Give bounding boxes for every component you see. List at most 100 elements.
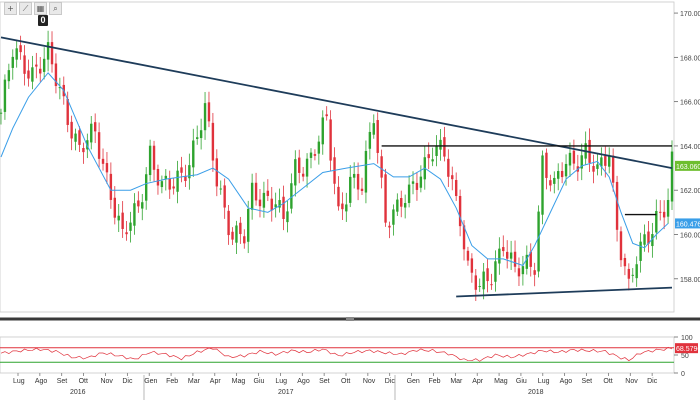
zero-button[interactable]: 0: [38, 15, 48, 26]
candle-body: [470, 258, 474, 273]
candle-body: [301, 173, 305, 177]
candle-body: [239, 222, 242, 235]
candle-body: [46, 42, 50, 60]
month-label: Mar: [450, 378, 463, 385]
plus-icon[interactable]: +: [4, 2, 17, 15]
candle-body: [560, 171, 564, 178]
month-label: Giu: [254, 378, 265, 385]
magnifier-icon[interactable]: ⌕: [49, 2, 62, 15]
month-label: Mag: [494, 378, 508, 385]
candle-body: [454, 179, 458, 197]
candle-body: [70, 121, 73, 139]
candle-body: [513, 251, 517, 267]
month-label: Nov: [100, 378, 113, 385]
last-price-tag: [675, 160, 700, 171]
candle-body: [74, 133, 77, 142]
month-label: Ago: [560, 378, 573, 385]
month-label: Lug: [13, 378, 25, 385]
candle-body: [380, 156, 383, 178]
candle-body: [148, 145, 152, 176]
month-label: Set: [319, 378, 330, 385]
candle-body: [235, 225, 238, 243]
candle-body: [533, 270, 536, 275]
candle-body: [517, 268, 521, 277]
candle-body: [133, 203, 136, 226]
candle-body: [243, 236, 246, 244]
candle-body: [392, 209, 395, 225]
candle-body: [655, 210, 658, 233]
candle-body: [553, 177, 556, 184]
price-axis-label: 162.0000: [680, 188, 700, 195]
candle-body: [290, 183, 293, 209]
candle-body: [388, 225, 391, 228]
candle-body: [604, 155, 607, 166]
rsi-value-label: 68.5796: [676, 346, 700, 353]
candle-body: [298, 157, 301, 173]
candle-body: [105, 163, 109, 173]
price-axis-label: 158.0000: [680, 277, 700, 284]
month-label: Set: [57, 378, 68, 385]
candle-body: [207, 102, 211, 122]
candle-body: [368, 131, 372, 149]
month-label: Mag: [232, 378, 246, 385]
candle-body: [219, 188, 222, 190]
candle-body: [7, 70, 11, 82]
month-label: Feb: [428, 378, 440, 385]
candle-body: [282, 196, 285, 219]
candle-body: [31, 67, 34, 82]
candle-body: [419, 176, 423, 188]
candle-body: [341, 203, 344, 210]
candle-body: [176, 170, 179, 192]
candle-body: [101, 158, 105, 164]
candle-body: [600, 157, 603, 167]
candle-body: [321, 117, 324, 145]
candle-body: [109, 173, 113, 200]
candle-body: [580, 155, 583, 169]
candle-body: [356, 173, 360, 190]
candle-body: [164, 175, 168, 179]
year-label: 2016: [70, 389, 86, 396]
candle-body: [325, 114, 328, 117]
candle-body: [329, 119, 332, 161]
candle-body: [474, 275, 478, 290]
candle-body: [345, 204, 348, 212]
candle-body: [203, 103, 207, 131]
candle-body: [619, 231, 623, 261]
candle-body: [407, 184, 411, 203]
candle-body: [129, 222, 132, 231]
candle-body: [305, 158, 309, 177]
candle-body: [23, 55, 26, 74]
month-label: Mar: [188, 378, 201, 385]
candle-body: [349, 176, 352, 203]
candle-body: [352, 173, 356, 178]
candle-body: [376, 120, 379, 153]
candle-body: [270, 198, 273, 211]
candle-body: [635, 264, 638, 279]
month-label: Lug: [538, 378, 550, 385]
price-axis-label: 166.0000: [680, 100, 700, 107]
candle-body: [211, 122, 215, 161]
candle-body: [82, 148, 85, 153]
month-label: Dic: [122, 378, 133, 385]
last-price-label: 163.0600: [676, 164, 700, 171]
candle-body: [403, 203, 407, 208]
month-label: Nov: [363, 378, 376, 385]
candle-body: [564, 163, 568, 177]
candle-body: [144, 174, 148, 201]
candle-body: [97, 132, 101, 159]
candle-body: [360, 188, 364, 192]
candle-body: [286, 211, 289, 223]
candle-body: [247, 208, 250, 242]
candle-body: [50, 42, 54, 65]
candle-body: [262, 192, 266, 208]
candle-body: [670, 151, 674, 202]
draw-line-icon[interactable]: ⟋: [19, 2, 32, 15]
month-label: Dic: [385, 378, 396, 385]
candle-body: [372, 123, 375, 135]
candle-body: [498, 248, 501, 264]
grid-icon[interactable]: ▦: [34, 2, 47, 15]
month-label: Feb: [166, 378, 178, 385]
candle-body: [451, 175, 454, 180]
candle-body: [549, 180, 552, 186]
